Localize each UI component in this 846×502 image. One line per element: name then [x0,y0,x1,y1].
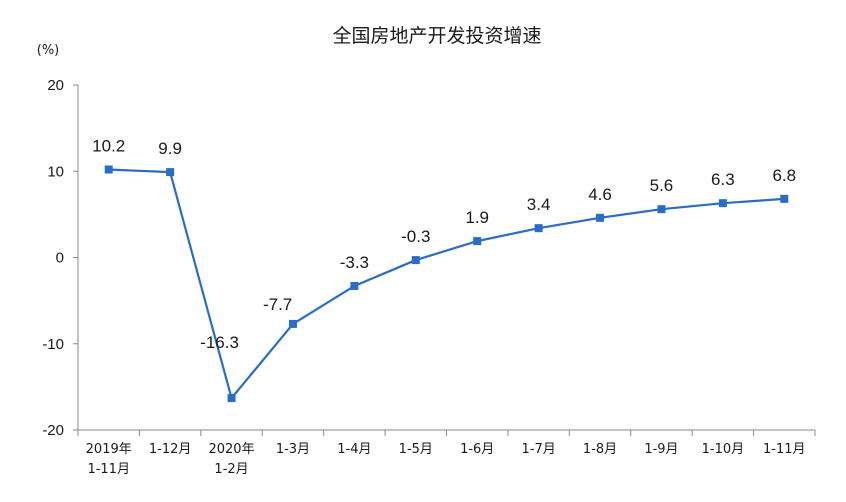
data-point [104,165,113,174]
x-tick-label: 1-5月 [399,442,433,457]
data-point [166,168,175,177]
y-tick-label: 0 [56,250,64,267]
x-tick-label: 2020年 1-2月 [208,442,254,477]
x-tick-label: 1-3月 [276,442,310,457]
x-tick-label: 1-8月 [583,442,617,457]
x-tick-label: 2019年 1-11月 [86,442,132,477]
y-tick-label: -10 [42,336,64,353]
series-line [108,168,785,401]
x-tick-label: 1-7月 [522,442,556,457]
chart-title: 全国房地产开发投资增速 [332,25,541,47]
data-label: 6.8 [772,166,796,185]
data-labels: 10.2 9.9 -16.3 -7.7 -3.3 -0.3 1.9 3.4 4.6 5.6 6.3 6… [92,137,796,353]
data-point [473,237,482,246]
data-point [780,194,789,203]
x-tick-label: 1-10月 [702,442,745,457]
y-tick-label: 10 [47,163,64,180]
data-label: -16.3 [200,333,239,352]
x-tick-label: 1-12月 [149,442,192,457]
data-point [411,256,420,265]
data-point [350,281,359,290]
data-label: 6.3 [711,170,735,189]
x-tick-label: 1-4月 [337,442,371,457]
data-label: 5.6 [650,176,674,195]
data-point [288,319,297,328]
data-point [227,394,236,403]
data-label: 4.6 [588,185,612,204]
x-tick-label: 1-6月 [460,442,494,457]
data-label: 10.2 [92,137,125,156]
data-point [596,213,605,222]
series-investment-growth [104,165,789,403]
y-axis-unit-label: (%) [37,43,60,58]
data-point [718,199,727,208]
y-tick-label: 20 [47,77,64,94]
data-label: -7.7 [263,295,292,314]
data-label: -0.3 [401,227,430,246]
axes: 20 10 0 -10 -20 2019年 1-11月 1-12月 2020年 1-2月 1-3月 1… [42,77,816,477]
data-label: 1.9 [465,208,489,227]
data-point [534,224,543,233]
x-tick-label: 1-11月 [763,442,806,457]
data-label: 9.9 [158,139,182,158]
data-label: 3.4 [527,195,551,214]
data-label: -3.3 [340,253,369,272]
y-tick-label: -20 [42,422,64,439]
x-tick-label: 1-9月 [644,442,678,457]
data-point [657,205,666,214]
